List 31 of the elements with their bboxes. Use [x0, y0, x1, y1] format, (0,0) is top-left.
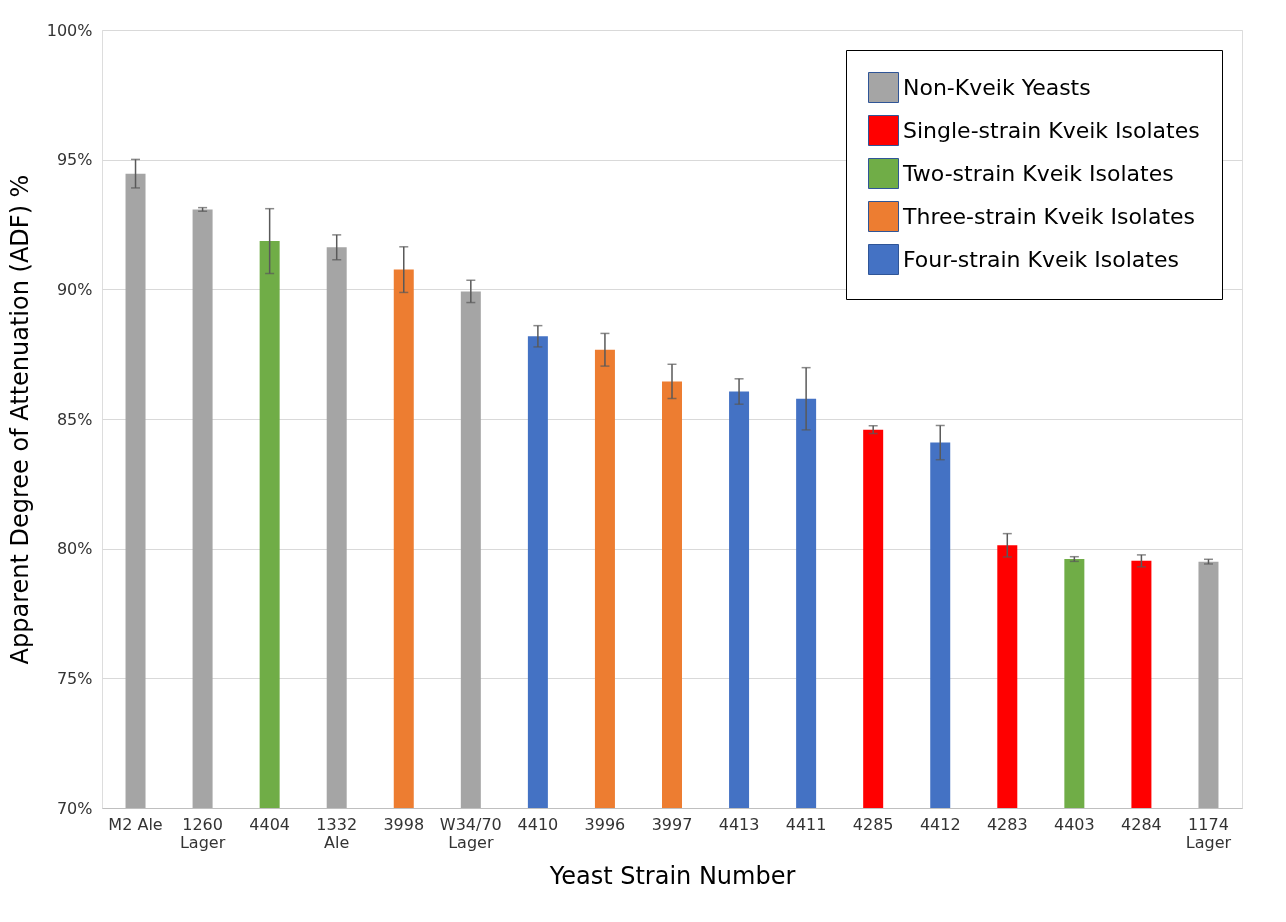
y-tick-label: 85% — [56, 409, 93, 429]
x-tick-label: 4283 — [986, 814, 1028, 834]
x-tick-label: 1260 Lager — [179, 814, 226, 852]
legend-label: Four-strain Kveik Isolates — [903, 246, 1179, 272]
x-tick-label: 3996 — [584, 814, 626, 834]
x-tick-label: 4411 — [785, 814, 827, 834]
x-tick-label: 3998 — [383, 814, 425, 834]
x-tick-label: 4410 — [517, 814, 559, 834]
y-tick-label: 95% — [56, 150, 93, 170]
legend-label: Non-Kveik Yeasts — [903, 74, 1091, 100]
x-tick-label: 4412 — [919, 814, 961, 834]
x-tick-label: M2 Ale — [108, 814, 163, 834]
y-tick-label: 80% — [56, 539, 93, 559]
x-axis-title: Yeast Strain Number — [548, 861, 796, 890]
legend-label: Three-strain Kveik Isolates — [902, 203, 1196, 229]
legend-label: Single-strain Kveik Isolates — [903, 117, 1200, 143]
y-tick-label: 70% — [56, 798, 93, 818]
legend-label: Two-strain Kveik Isolates — [902, 160, 1174, 186]
y-tick-label: 75% — [56, 668, 93, 688]
y-axis-title: Apparent Degree of Attenuation (ADF) % — [5, 174, 34, 665]
x-tick-label: 1174 Lager — [1185, 814, 1232, 852]
x-tick-label: W34/70 Lager — [439, 814, 502, 852]
x-tick-label: 4413 — [718, 814, 760, 834]
x-tick-label: 4284 — [1121, 814, 1162, 834]
y-tick-label: 100% — [46, 20, 93, 40]
y-tick-label: 90% — [56, 279, 93, 299]
x-tick-label: 4285 — [852, 814, 894, 834]
x-tick-label: 1332 Ale — [316, 814, 358, 852]
x-tick-label: 3997 — [651, 814, 693, 834]
x-tick-label: 4403 — [1053, 814, 1095, 834]
x-tick-label: 4404 — [249, 814, 291, 834]
